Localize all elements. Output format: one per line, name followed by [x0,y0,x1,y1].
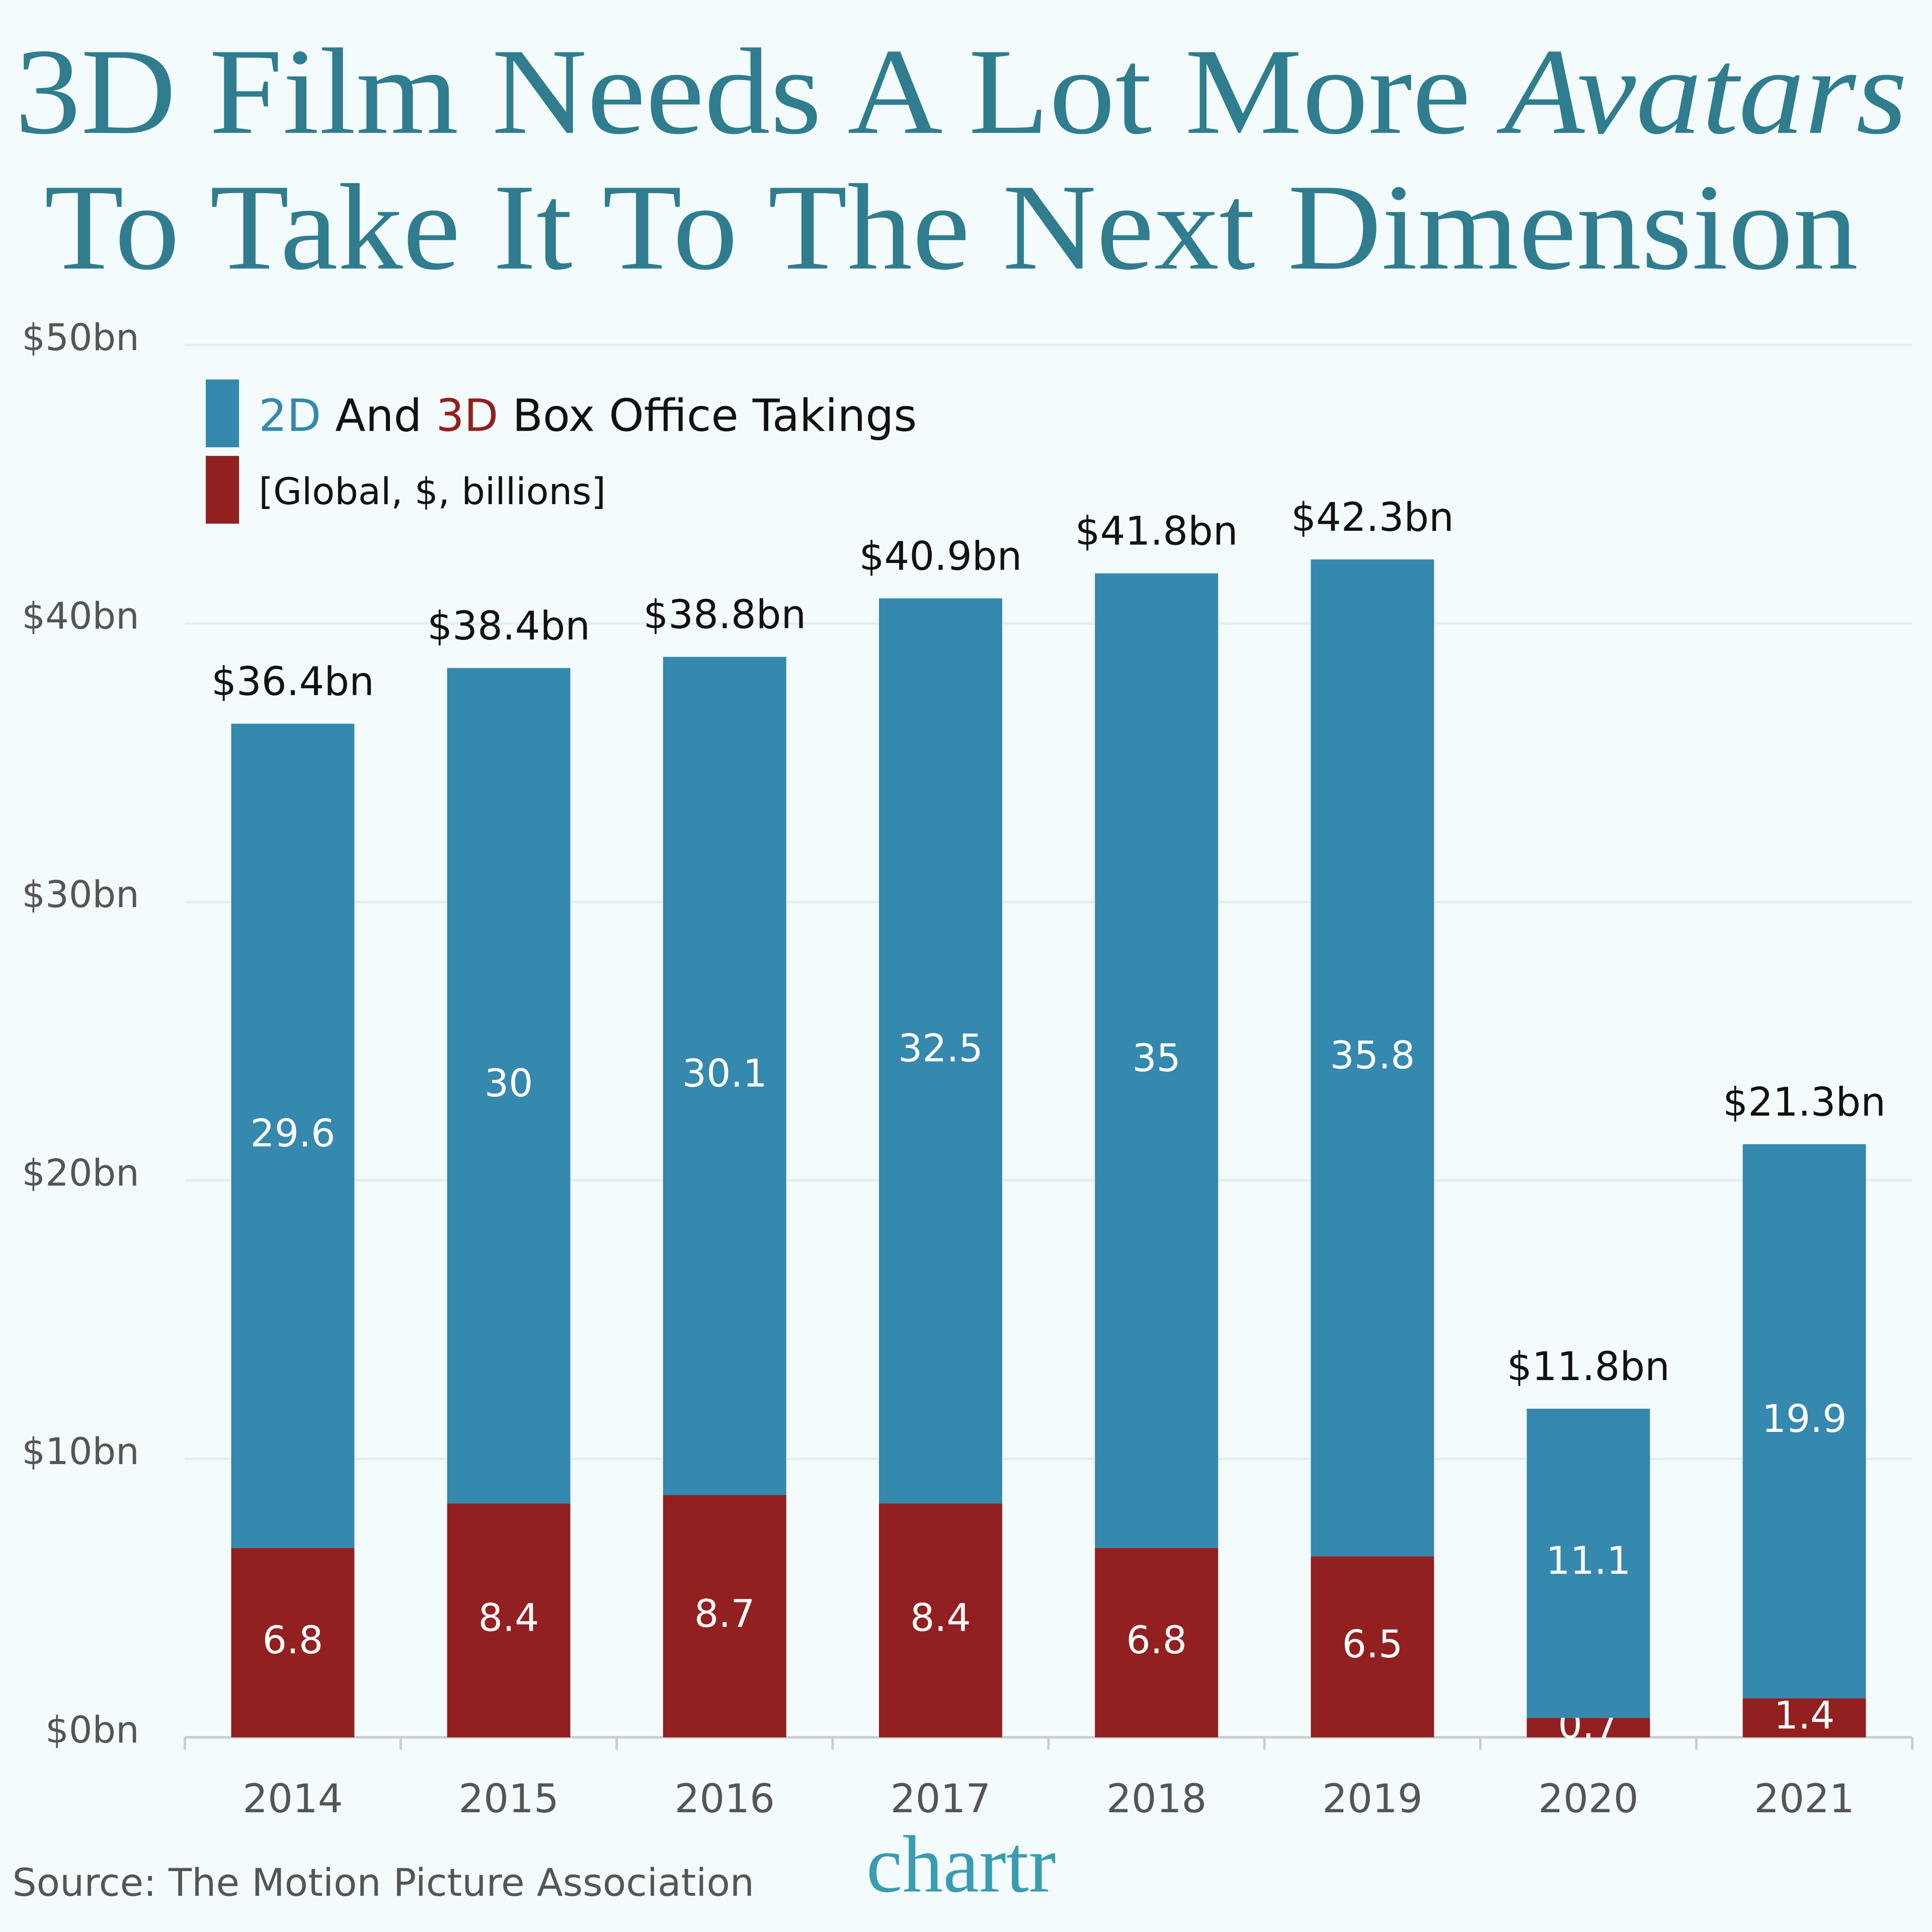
legend-text: Box Office Takings [512,390,917,442]
y-tick-label: $0bn [45,1709,139,1751]
value-label: 8.7 [694,1591,755,1636]
total-label: $38.4bn [427,603,590,649]
x-tick-label: 2015 [458,1776,558,1822]
x-tick-label: 2018 [1106,1776,1206,1822]
value-label: 32.5 [898,1026,983,1071]
y-tick-label: $30bn [22,873,139,916]
y-tick-label: $50bn [22,316,139,359]
value-label: 30.1 [682,1052,767,1096]
bar-segment [879,1503,1002,1738]
value-label: 35 [1132,1036,1181,1080]
bar-segment [1311,1556,1434,1738]
legend-label: 3D [436,390,498,442]
bar-segment [879,598,1002,1504]
x-tick-label: 2019 [1322,1776,1422,1822]
total-label: $11.8bn [1507,1344,1670,1390]
value-label: 29.6 [250,1111,335,1156]
x-tick-label: 2017 [891,1776,991,1822]
x-tick-label: 2016 [675,1776,775,1822]
total-label: $42.3bn [1291,495,1454,540]
bar-segment [447,668,571,1504]
title-emphasis: Avatars [1496,23,1907,159]
chart-title: 3D Film Needs A Lot More Avatars [15,23,1907,159]
bar-segment [1311,559,1434,1557]
value-label: 1.4 [1774,1693,1835,1737]
legend-text: And [335,390,422,442]
bar-segment [1742,1698,1866,1738]
value-label: 19.9 [1762,1397,1847,1441]
bar-segment [663,657,786,1495]
legend-label: 2D [259,390,321,442]
bar-segment [231,723,355,1548]
value-label: 35.8 [1330,1033,1415,1078]
title-line: 3D Film Needs A Lot More [15,23,1471,159]
bar-segment [1526,1718,1650,1738]
chart-title-line2: To Take It To The Next Dimension [44,159,1858,295]
value-label: 8.4 [478,1596,539,1640]
legend-swatch [205,379,239,447]
total-label: $40.9bn [859,533,1022,579]
bar-segment [1095,573,1219,1548]
total-label: $38.8bn [643,592,806,638]
bar-segment [1095,1548,1219,1738]
bar-segment [231,1548,355,1738]
x-tick-label: 2020 [1538,1776,1638,1822]
total-label: $36.4bn [211,659,374,705]
bar-segment [1742,1144,1866,1699]
x-tick-label: 2014 [243,1776,343,1822]
bar-segment [1526,1408,1650,1718]
total-label: $21.3bn [1723,1079,1886,1125]
x-tick-label: 2021 [1754,1776,1855,1822]
value-label: 8.4 [910,1596,971,1640]
y-tick-label: $40bn [22,595,139,637]
value-label: 30 [485,1061,533,1105]
y-tick-label: $10bn [22,1430,139,1473]
value-label: 6.8 [263,1618,324,1662]
legend-title: 2D And 3D Box Office Takings [259,390,917,442]
brand-logo: chartr [866,1819,1056,1909]
legend: 2D And 3D Box Office Takings [Global, $,… [205,379,917,524]
y-tick-label: $20bn [22,1152,139,1194]
legend-swatch [205,456,239,524]
bar-segment [663,1495,786,1738]
bar-segment [447,1503,571,1738]
value-label: 6.8 [1126,1618,1187,1662]
total-label: $41.8bn [1075,509,1238,554]
source: Source: The Motion Picture Association [12,1861,754,1905]
value-label: 11.1 [1546,1539,1631,1583]
value-label: 6.5 [1342,1622,1403,1666]
legend-subtitle: [Global, $, billions] [259,470,606,513]
